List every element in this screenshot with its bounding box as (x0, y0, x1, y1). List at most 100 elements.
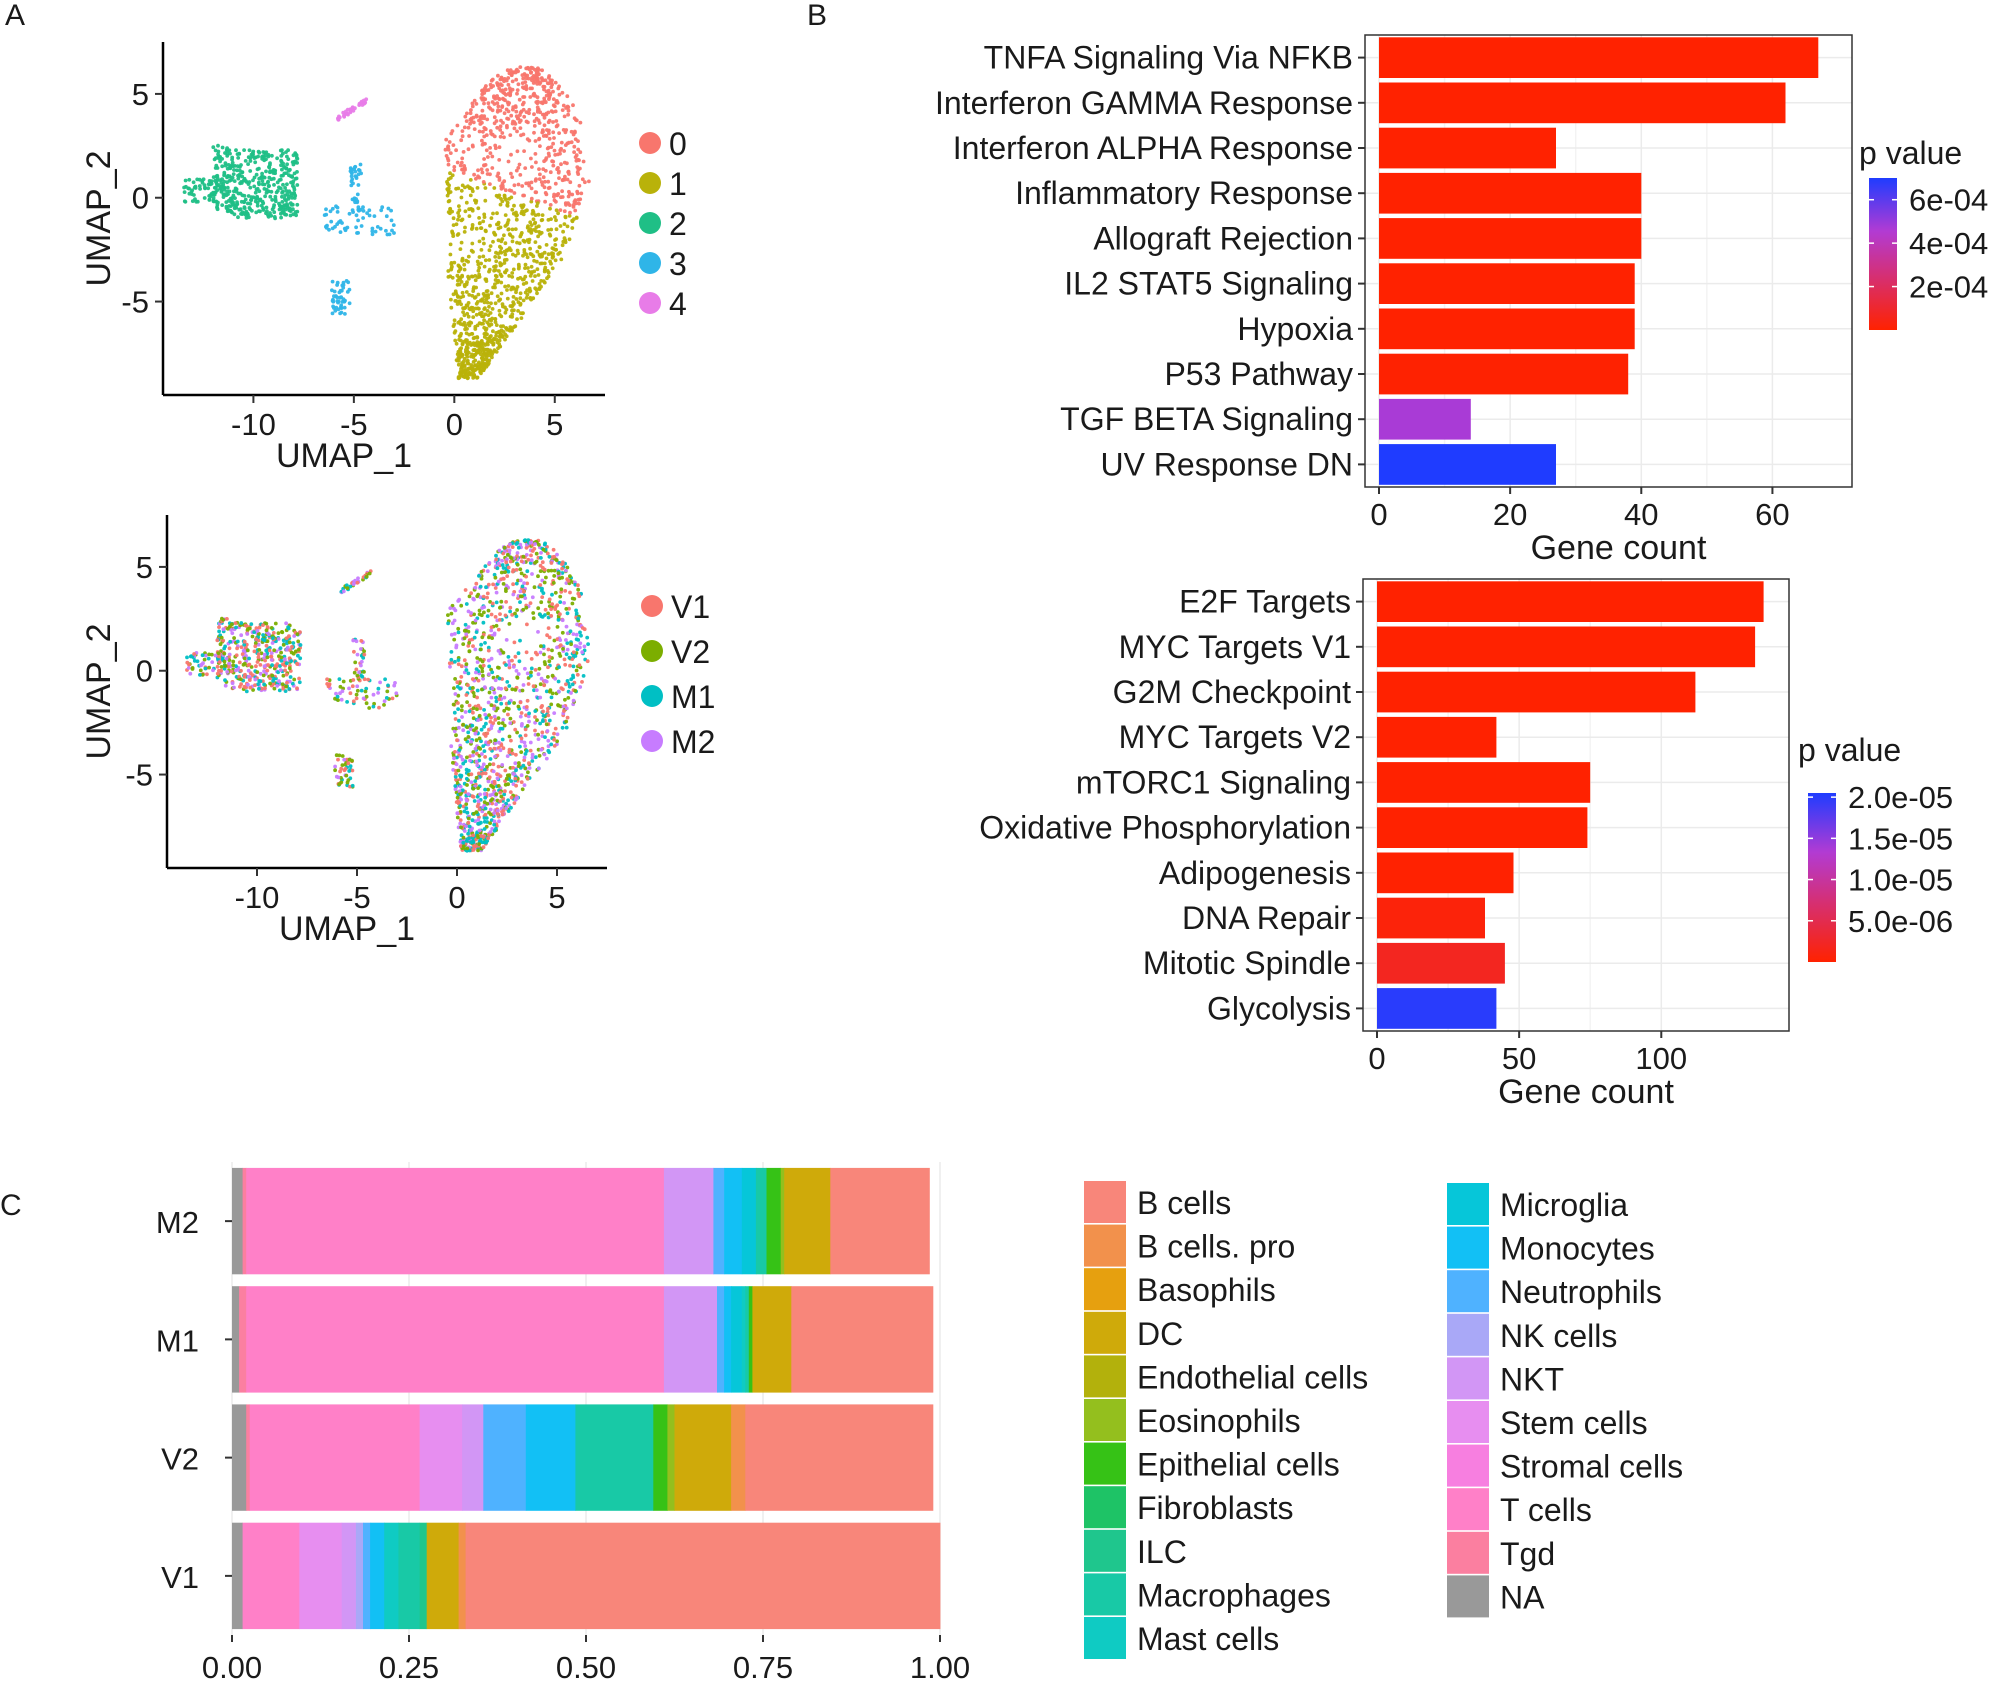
data-point (495, 81, 499, 85)
data-point (536, 107, 541, 112)
data-point (474, 200, 478, 205)
data-point (504, 638, 509, 642)
data-point (471, 644, 475, 648)
data-point (519, 723, 524, 728)
data-point (222, 172, 227, 177)
data-point (485, 347, 490, 352)
x-axis-title: Gene count (1531, 529, 1707, 567)
data-point (392, 231, 396, 235)
data-point (462, 829, 467, 833)
data-point (498, 297, 503, 302)
data-point (476, 268, 481, 273)
data-point (215, 166, 220, 170)
data-point (472, 127, 477, 131)
term-label: Glycolysis (1207, 990, 1351, 1026)
data-point (514, 217, 519, 222)
data-point (477, 771, 481, 776)
data-point (474, 810, 479, 814)
data-point (462, 809, 467, 814)
data-point (495, 772, 499, 777)
data-point (487, 304, 491, 309)
term-label: Allograft Rejection (1093, 220, 1353, 256)
data-point (570, 596, 575, 601)
data-point (541, 644, 546, 649)
data-point (524, 252, 529, 257)
data-point (230, 155, 235, 160)
data-point (496, 73, 500, 78)
data-point (514, 297, 519, 301)
data-point (482, 803, 487, 808)
data-point (476, 821, 480, 826)
data-point (538, 695, 543, 700)
data-point (479, 739, 483, 744)
data-point (291, 207, 295, 212)
data-point (450, 173, 455, 178)
data-point (492, 781, 497, 786)
data-point (371, 692, 376, 697)
data-point (322, 213, 327, 218)
data-point (247, 656, 252, 661)
data-point (485, 336, 490, 341)
category-label: V1 (161, 1560, 199, 1595)
data-point (523, 166, 528, 171)
data-point (578, 197, 583, 202)
data-point (476, 718, 480, 722)
legend-key (1084, 1529, 1126, 1572)
legend-label: 4 (669, 286, 687, 322)
data-point (546, 738, 551, 743)
data-point (481, 219, 486, 224)
data-point (518, 638, 522, 643)
bar-segment (239, 1286, 247, 1393)
data-point (455, 795, 460, 800)
data-point (488, 244, 493, 249)
data-point (246, 155, 251, 160)
data-point (494, 695, 498, 700)
legend-label: Macrophages (1137, 1577, 1331, 1613)
data-point (249, 152, 254, 157)
bar-segment (717, 1286, 725, 1393)
data-point (446, 162, 451, 167)
data-point (476, 786, 480, 790)
data-point (516, 672, 521, 676)
data-point (498, 799, 503, 803)
data-point (366, 677, 370, 682)
data-point (455, 294, 460, 299)
data-point (582, 644, 587, 649)
data-point (246, 668, 251, 673)
data-point (476, 168, 480, 173)
data-point (464, 200, 469, 205)
data-point (464, 602, 469, 606)
legend-key (1447, 1488, 1489, 1531)
data-point (498, 790, 502, 795)
data-point (283, 668, 287, 673)
data-point (529, 186, 534, 191)
data-point (266, 184, 271, 189)
data-point (228, 209, 233, 214)
data-point (522, 538, 527, 543)
data-point (470, 366, 474, 371)
data-point (548, 91, 553, 96)
data-point (497, 97, 502, 102)
data-point (458, 247, 463, 252)
legend-label: Stem cells (1500, 1405, 1648, 1441)
data-point (459, 797, 463, 802)
data-point (448, 151, 453, 156)
data-point (574, 215, 579, 220)
data-point (519, 109, 524, 114)
data-point (494, 699, 499, 704)
data-point (551, 141, 555, 146)
data-point (459, 195, 464, 200)
data-point (227, 661, 232, 666)
data-point (461, 171, 466, 175)
data-point (529, 666, 534, 671)
data-point (225, 180, 230, 185)
data-point (353, 169, 358, 174)
data-point (272, 210, 277, 215)
data-point (211, 145, 216, 150)
data-point (222, 651, 227, 656)
data-point (471, 309, 476, 314)
data-point (530, 296, 535, 301)
legend-title: p value (1859, 135, 1962, 171)
term-label: Hypoxia (1237, 311, 1353, 347)
